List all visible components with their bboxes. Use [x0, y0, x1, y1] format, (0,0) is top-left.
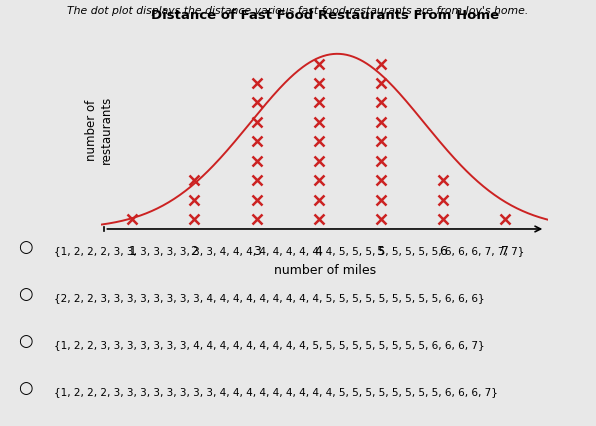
Text: The dot plot displays the distance various fast food restaurants are from Joy's : The dot plot displays the distance vario… — [67, 6, 529, 16]
Text: {2, 2, 2, 3, 3, 3, 3, 3, 3, 3, 3, 4, 4, 4, 4, 4, 4, 4, 4, 4, 5, 5, 5, 5, 5, 5, 5: {2, 2, 2, 3, 3, 3, 3, 3, 3, 3, 3, 4, 4, … — [54, 293, 485, 302]
Text: ○: ○ — [18, 331, 32, 349]
Text: {1, 2, 2, 2, 3, 3, 3, 3, 3, 3, 3, 3, 4, 4, 4, 4, 4, 4, 4, 4, 4, 5, 5, 5, 5, 5, 5: {1, 2, 2, 2, 3, 3, 3, 3, 3, 3, 3, 3, 4, … — [54, 246, 524, 256]
Text: ○: ○ — [18, 238, 32, 256]
Text: ○: ○ — [18, 285, 32, 302]
Title: Distance of Fast Food Restaurants From Home: Distance of Fast Food Restaurants From H… — [151, 9, 499, 22]
X-axis label: number of miles: number of miles — [274, 263, 376, 276]
Text: ○: ○ — [18, 378, 32, 396]
Text: {1, 2, 2, 2, 3, 3, 3, 3, 3, 3, 3, 3, 4, 4, 4, 4, 4, 4, 4, 4, 4, 5, 5, 5, 5, 5, 5: {1, 2, 2, 2, 3, 3, 3, 3, 3, 3, 3, 3, 4, … — [54, 386, 498, 396]
Text: {1, 2, 2, 3, 3, 3, 3, 3, 3, 3, 4, 4, 4, 4, 4, 4, 4, 4, 4, 5, 5, 5, 5, 5, 5, 5, 5: {1, 2, 2, 3, 3, 3, 3, 3, 3, 3, 4, 4, 4, … — [54, 340, 485, 349]
Y-axis label: number of
restaurants: number of restaurants — [85, 96, 113, 164]
